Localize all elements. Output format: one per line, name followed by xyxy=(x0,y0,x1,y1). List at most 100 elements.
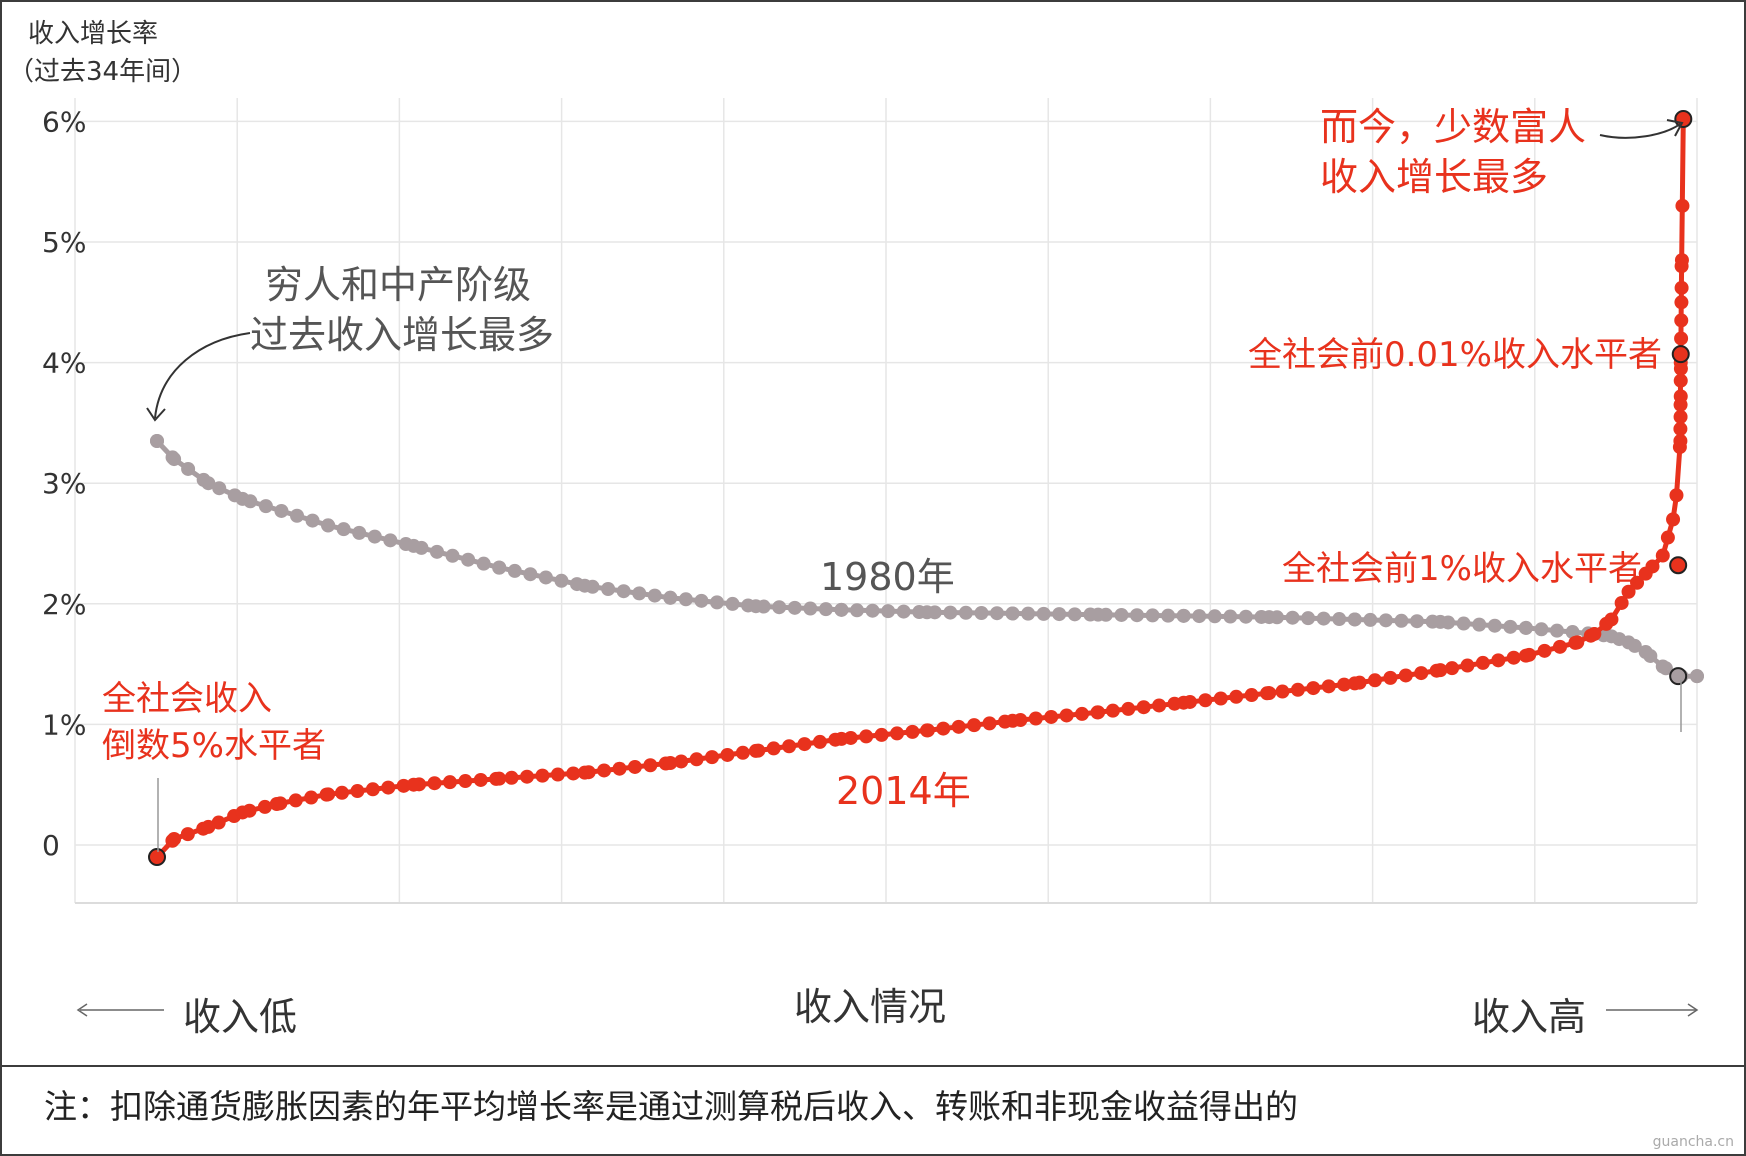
data-point xyxy=(235,491,250,506)
data-point xyxy=(920,723,934,738)
data-point xyxy=(1655,548,1670,563)
data-point xyxy=(288,793,303,808)
watermark: guancha.cn xyxy=(1653,1134,1734,1150)
data-point xyxy=(406,538,421,553)
data-point xyxy=(305,513,320,528)
y-tick-label: 0 xyxy=(42,829,60,862)
annotation-bottom5-line1: 全社会收入 xyxy=(102,679,272,719)
data-point xyxy=(1262,610,1277,625)
highlight-point xyxy=(1671,345,1690,364)
data-point xyxy=(566,766,581,781)
data-point xyxy=(818,602,833,617)
data-point xyxy=(951,719,966,734)
data-point xyxy=(1238,609,1253,624)
data-point xyxy=(1669,488,1684,503)
data-point xyxy=(865,603,880,618)
data-point xyxy=(550,767,565,782)
data-point xyxy=(881,604,896,619)
data-point xyxy=(1114,607,1129,622)
data-point xyxy=(1503,619,1518,634)
left-arrow-head xyxy=(76,1003,88,1017)
data-point xyxy=(834,602,849,617)
data-point xyxy=(597,763,612,778)
data-point xyxy=(1690,669,1704,684)
data-point xyxy=(365,782,380,797)
data-point xyxy=(782,739,797,754)
data-point xyxy=(492,771,507,786)
data-point xyxy=(304,790,319,805)
data-point xyxy=(1673,421,1688,436)
data-point xyxy=(504,770,519,785)
data-point xyxy=(383,533,398,548)
data-point xyxy=(1052,607,1067,622)
annotation-poor-middle-line1: 穷人和中产阶级 xyxy=(265,263,531,307)
data-point xyxy=(321,787,336,802)
data-point xyxy=(180,827,195,842)
series-1980年 xyxy=(150,433,1704,684)
data-point xyxy=(577,765,592,780)
arrow-poor-middle-head xyxy=(146,407,166,422)
data-point xyxy=(1075,706,1090,721)
data-point xyxy=(1347,676,1362,691)
data-point xyxy=(834,731,849,746)
data-point xyxy=(943,605,958,620)
series-label-2014: 2014年 xyxy=(836,769,971,813)
data-point xyxy=(1347,612,1362,627)
data-point xyxy=(1491,653,1506,668)
data-point xyxy=(492,560,507,575)
data-point xyxy=(212,481,227,496)
data-point xyxy=(772,600,787,615)
data-point xyxy=(1673,361,1688,376)
data-point xyxy=(538,570,553,585)
data-point xyxy=(1614,595,1629,610)
data-point xyxy=(632,586,647,601)
data-point xyxy=(473,772,488,787)
data-point xyxy=(896,604,911,619)
data-point xyxy=(430,544,444,559)
data-point xyxy=(1332,612,1347,627)
data-point xyxy=(1673,373,1688,388)
data-point xyxy=(748,599,763,614)
arrow-poor-middle xyxy=(154,332,251,419)
data-point xyxy=(1460,658,1475,673)
annotation-bottom5-line2: 倒数5%水平者 xyxy=(102,726,326,766)
data-point xyxy=(1367,673,1382,688)
data-point xyxy=(1130,608,1144,623)
data-point xyxy=(1673,389,1688,404)
data-point xyxy=(663,755,678,770)
data-point xyxy=(689,752,704,767)
arrow-rich xyxy=(1599,123,1681,139)
data-point xyxy=(601,581,616,596)
annotation-rich-line2: 收入增长最多 xyxy=(1320,155,1548,199)
data-point xyxy=(336,522,351,537)
data-point xyxy=(1223,609,1238,624)
data-point xyxy=(1044,709,1059,724)
data-point xyxy=(520,769,535,784)
data-point xyxy=(627,759,642,774)
data-point xyxy=(1518,648,1533,663)
highlight-point xyxy=(148,848,166,867)
data-point xyxy=(982,716,997,731)
data-point xyxy=(674,754,689,769)
data-point xyxy=(1383,670,1398,685)
data-point xyxy=(1570,635,1585,650)
data-point xyxy=(1398,668,1413,683)
data-point xyxy=(181,461,196,476)
y-tick-label: 3% xyxy=(42,467,86,500)
data-point xyxy=(235,805,250,820)
annotation-rich-line1: 而今，少数富人 xyxy=(1320,105,1586,149)
data-point xyxy=(1666,512,1681,527)
data-point xyxy=(803,601,818,616)
data-point xyxy=(678,592,693,607)
data-point xyxy=(1244,688,1259,703)
data-point xyxy=(616,584,631,599)
data-point xyxy=(1394,613,1409,628)
data-point xyxy=(1213,691,1228,706)
data-point xyxy=(812,734,827,749)
data-point xyxy=(1105,703,1120,718)
data-point xyxy=(523,567,538,582)
data-point xyxy=(1604,612,1619,627)
data-point xyxy=(720,747,735,762)
data-point xyxy=(705,750,720,765)
data-point xyxy=(1518,620,1533,635)
